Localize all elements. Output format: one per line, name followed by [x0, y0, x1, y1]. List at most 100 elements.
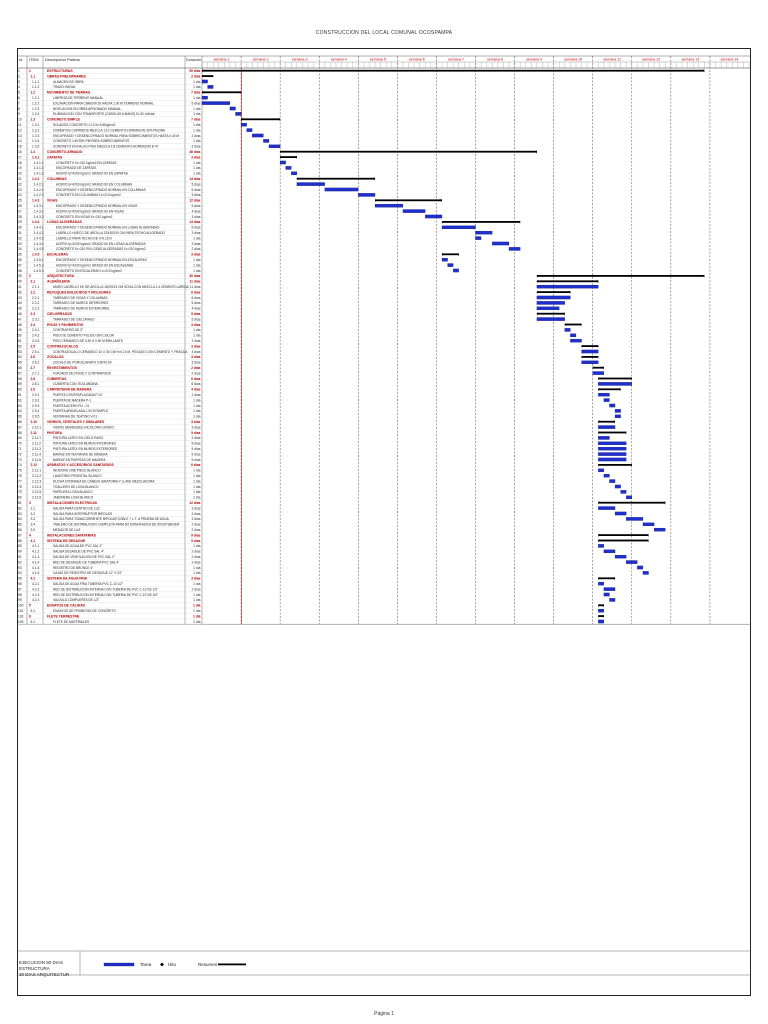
row-name: CIMIENTOS CORRIDOS MEZCLA 1:10 CEMENTO-H… [53, 128, 166, 132]
row-id: 83 [18, 512, 22, 516]
row-duration: 2 días [192, 550, 201, 554]
row-item: 4.1.6 [32, 571, 39, 575]
row-name: MURO LADRILLO KK DE ARCILLA 18X9X13 CM S… [53, 285, 190, 289]
summary-bar-end-cap [702, 69, 705, 73]
task-bar [324, 187, 359, 192]
row-id: 77 [18, 479, 22, 483]
legend-project-line-2: 30 DIAS ARQUITECTUR [19, 972, 70, 977]
summary-bar [598, 431, 627, 434]
row-item: 6 [29, 614, 31, 618]
summary-bar-start-cap [536, 291, 539, 294]
summary-bar-end-cap [568, 291, 571, 294]
summary-bar [598, 501, 666, 504]
summary-bar [581, 345, 599, 347]
row-name: SALIDA DE VENTILACION DE PVC SAL 2" [53, 555, 115, 559]
column-header-id: Id [19, 57, 22, 62]
row-duration: 1 día [193, 263, 200, 267]
row-id: 44 [18, 301, 22, 305]
row-duration: 2 días [192, 247, 201, 251]
row-duration: 12 días [189, 199, 200, 203]
summary-bar-end-cap [373, 177, 376, 181]
row-duration: 3 días [192, 506, 201, 510]
row-name: SALIDA DE AGUA FRIA TUBERIA PVC C-10 1/2… [53, 582, 123, 586]
row-item: 2.4.2 [32, 334, 39, 338]
row-id: 2 [18, 74, 20, 78]
task-bar [441, 225, 476, 230]
row-name: CIELORRASOS [47, 312, 73, 316]
row-name: REGISTRO DE BRONCE 4" [53, 566, 93, 570]
summary-bar [564, 323, 582, 326]
row-item: 2.9.2 [32, 398, 39, 402]
row-name: ENCOFRADO Y DESENCOFRADO NORMAL EN LOSAS… [56, 226, 159, 230]
row-name: INSTALACIONES SANITARIAS [47, 533, 97, 537]
row-name: COLUMNAS [47, 177, 67, 181]
task-bar [626, 560, 638, 564]
summary-bar [598, 377, 632, 380]
row-item: 2.9.4 [32, 409, 39, 413]
row-item: 1.4.3 [32, 199, 39, 203]
row-item: 1.4.1.3 [34, 172, 44, 176]
row-duration: 1 día [193, 85, 200, 89]
row-duration: 2 días [192, 528, 201, 532]
summary-bar [536, 275, 705, 277]
task-bar [603, 549, 616, 554]
row-name: CUBIERTAS [47, 377, 67, 381]
summary-bar-start-cap [442, 221, 444, 224]
row-duration: 3 días [192, 425, 201, 429]
summary-bar-start-cap [598, 501, 600, 505]
row-item: 1.4.2.2 [34, 188, 44, 192]
task-bar [592, 371, 605, 375]
task-bar [598, 457, 627, 462]
row-duration: 5 días [192, 442, 201, 446]
row-duration: 1 día [193, 139, 200, 143]
summary-bar [202, 75, 214, 77]
row-id: 7 [18, 101, 20, 105]
row-name: PAPELERA LOSA BLANCO [53, 490, 93, 494]
row-id: 100 [18, 604, 24, 608]
row-id: 43 [18, 296, 22, 300]
task-bar [598, 468, 605, 473]
summary-bar-start-cap [536, 312, 539, 316]
row-item: 1.4.3.2 [34, 209, 44, 213]
summary-bar-start-cap [598, 604, 600, 608]
row-duration: 6 días [192, 382, 201, 386]
task-bar [614, 409, 621, 413]
summary-bar [536, 280, 599, 283]
row-name: PUERTA CONTRAPLACADA P-01 [53, 393, 102, 397]
row-duration: 1 día [193, 485, 200, 489]
row-name: NIVELACION EN OBRA APISONADO MANUAL [53, 107, 121, 111]
row-item: 1.4.4 [32, 220, 39, 224]
row-id: 4 [18, 85, 20, 89]
task-bar [536, 306, 560, 311]
row-duration: 1 día [193, 128, 200, 132]
row-item: 1.4.2.1 [34, 182, 44, 186]
row-id: 61 [18, 393, 22, 397]
row-name: RED DE DISTRIBUCION INTERNA CON TUBERIA … [53, 587, 158, 591]
row-duration: 1 día [193, 96, 200, 100]
row-duration: 1 día [193, 479, 200, 483]
row-item: 2.4.3 [32, 339, 39, 343]
row-duration: 5 días [191, 431, 201, 435]
row-id: 35 [18, 253, 22, 257]
row-item: 3.2 [31, 512, 36, 516]
row-name: ZOCALOS [47, 355, 64, 359]
row-id: 9 [18, 112, 20, 116]
task-bar [626, 517, 644, 521]
row-item: 4.1.5 [32, 566, 39, 570]
row-item: 1.4.5.3 [34, 269, 44, 273]
row-item: 1.4.5.2 [34, 263, 44, 267]
row-item: 1.4.3.1 [34, 204, 44, 208]
row-item: 2.12 [31, 463, 38, 467]
row-id: 70 [18, 442, 22, 446]
row-id: 30 [18, 226, 22, 230]
row-duration: 4 días [192, 307, 201, 311]
row-duration: 30 días [189, 274, 200, 278]
row-id: 22 [18, 182, 22, 186]
row-name: LADRILLO PARA TECHO DE h=0.15 m [56, 236, 112, 240]
summary-bar-end-cap [619, 388, 621, 392]
row-duration: 5 días [192, 317, 201, 321]
row-name: RED DE DESAGUE DE TUBERIA PVC SAL 4" [53, 560, 119, 564]
row-duration: 3 días [191, 355, 201, 359]
row-item: 2.3.1 [32, 317, 39, 321]
task-bar [603, 398, 610, 402]
